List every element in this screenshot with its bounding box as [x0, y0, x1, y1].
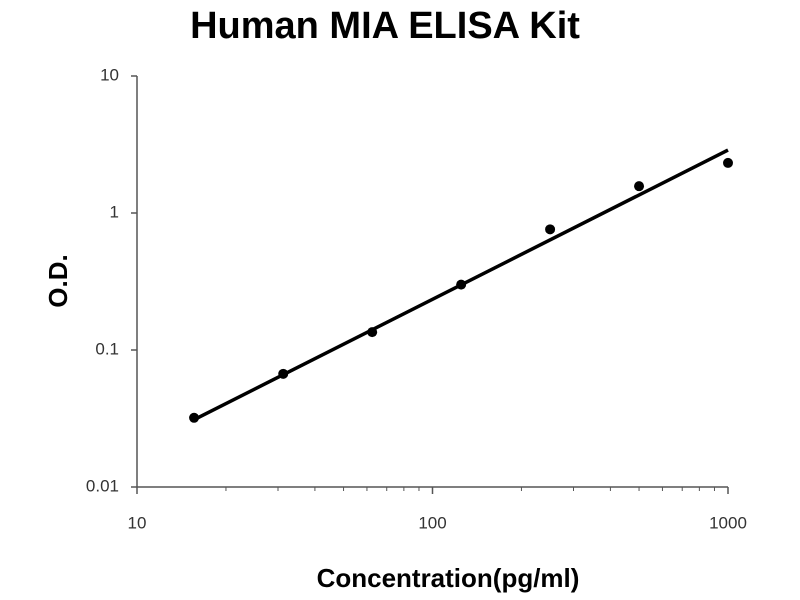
data-point: [723, 157, 733, 168]
chart-title: Human MIA ELISA Kit: [190, 5, 580, 47]
x-tick-label: 1000: [709, 513, 747, 532]
y-tick-label: 0.1: [95, 339, 119, 358]
x-tick-label: 100: [418, 513, 446, 532]
fit-line: [193, 148, 729, 422]
x-tick-label: 10: [128, 513, 147, 532]
y-tick-label: 10: [100, 65, 119, 84]
y-axis-label: O.D.: [43, 254, 73, 307]
y-tick-label: 0.01: [86, 476, 119, 495]
y-tick-label: 1: [110, 202, 119, 221]
data-point: [634, 181, 645, 192]
data-point: [545, 224, 556, 235]
x-axis-label: Concentration(pg/ml): [317, 563, 580, 593]
